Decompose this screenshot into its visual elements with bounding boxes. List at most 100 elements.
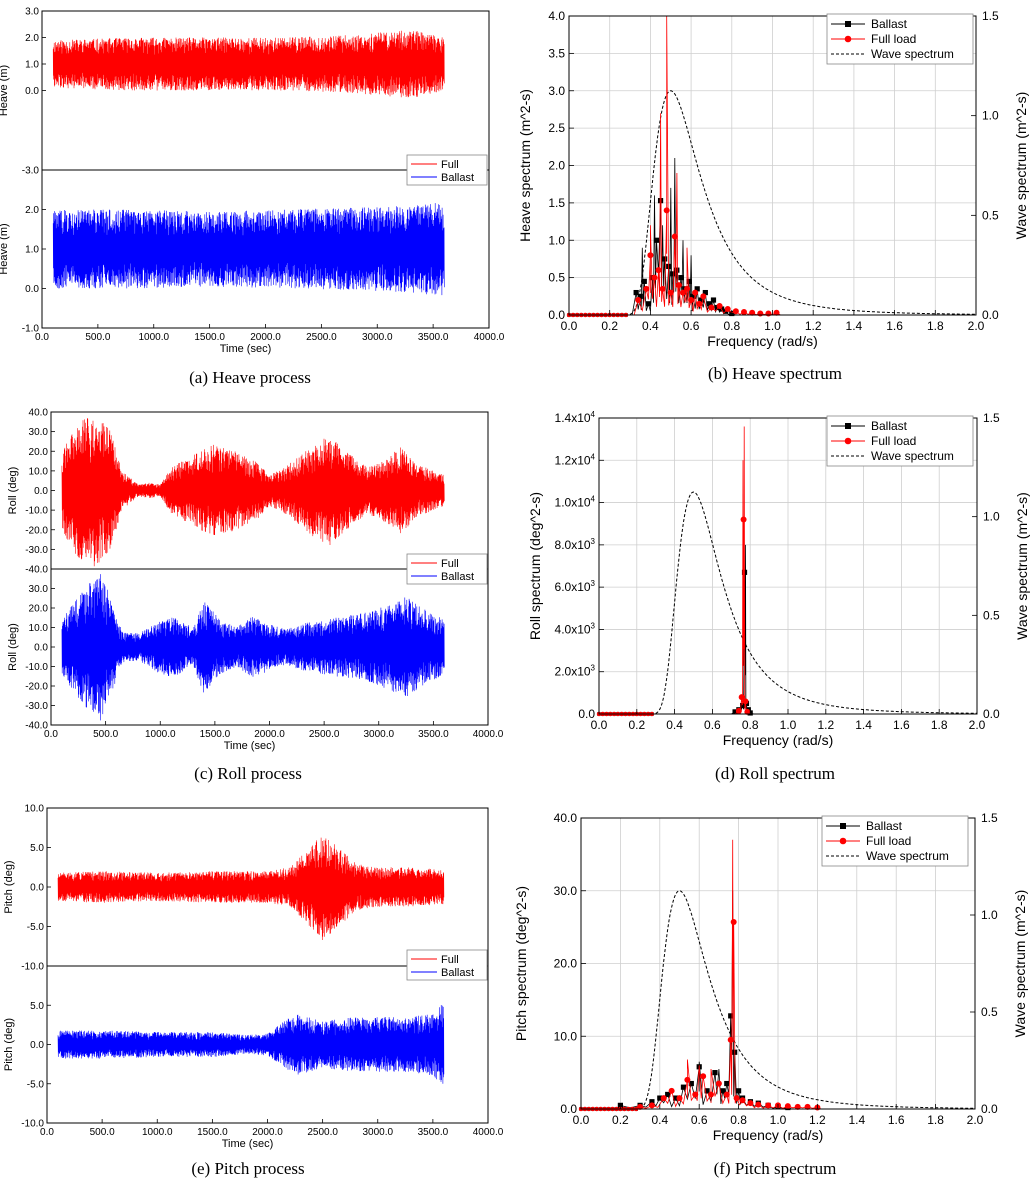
y-tick-label: 0.0 — [560, 1102, 577, 1116]
x-tick-label: 1000.0 — [145, 729, 176, 740]
y-tick-label: 1.4x104 — [555, 410, 596, 425]
x-tick-label: 0.6 — [704, 718, 721, 732]
x-tick-label: 1.2 — [805, 319, 822, 333]
legend-label-full: Full — [441, 558, 459, 570]
x-tick-label: 2500.0 — [309, 729, 340, 740]
y-tick-label: -20.0 — [25, 525, 48, 536]
marker-full-load — [684, 1076, 691, 1083]
y2-tick-label: 1.0 — [982, 109, 999, 123]
x-tick-label: 3000.0 — [362, 1127, 393, 1138]
marker-full-load — [794, 1103, 801, 1110]
series-wave-spectrum — [629, 90, 976, 315]
y-tick-label-base: 1.0x10 — [555, 496, 591, 510]
x-axis-label: Frequency (rad/s) — [713, 1127, 823, 1143]
y-tick-label: 2.5 — [548, 121, 565, 135]
x-tick-label: 0.8 — [723, 319, 740, 333]
marker-full-load — [696, 300, 703, 307]
legend-box — [406, 553, 488, 585]
x-tick-label: 0.0 — [40, 1127, 54, 1138]
y-tick-label-exp: 3 — [591, 621, 596, 630]
marker-ballast — [653, 237, 660, 243]
x-axis-label: Time (sec) — [222, 1138, 274, 1150]
marker-full-load — [723, 1091, 730, 1098]
marker-ballast — [641, 278, 647, 284]
marker-full-load — [804, 1103, 811, 1110]
y-tick-label: 1.5 — [548, 196, 565, 210]
y2-tick-label: 1.5 — [983, 411, 1000, 425]
y-tick-label: -10.0 — [21, 962, 44, 973]
y-tick-label: 20.0 — [29, 604, 49, 615]
x-tick-label: 1.2 — [809, 1113, 826, 1127]
legend-label-ballast: Ballast — [866, 819, 903, 833]
caption-b: (b) Heave spectrum — [708, 364, 842, 383]
marker-full-load — [730, 919, 737, 926]
x-tick-label: 500.0 — [93, 729, 118, 740]
y-tick-label: -10.0 — [21, 1119, 44, 1130]
y-tick-label: -10.0 — [25, 662, 48, 673]
y2-tick-label: 0.5 — [982, 208, 999, 222]
y-tick-label: 0.0 — [34, 486, 48, 497]
marker-ballast — [720, 1088, 726, 1094]
legend-label-ballast: Ballast — [441, 967, 474, 979]
marker-full-load — [708, 304, 715, 311]
x-tick-label: 0.0 — [561, 319, 578, 333]
y-tick-label: 4.0 — [548, 9, 565, 23]
y-tick-label: 30.0 — [29, 427, 49, 438]
legend-label-wave-spectrum: Wave spectrum — [871, 449, 954, 463]
legend-box — [406, 949, 488, 981]
x-tick-label: 1.0 — [764, 319, 781, 333]
legend-label-full-load: Full load — [871, 434, 916, 448]
y-tick-label: 6.0x103 — [555, 579, 596, 594]
marker-full-load — [755, 1101, 762, 1108]
legend-label-wave-spectrum: Wave spectrum — [871, 47, 954, 61]
marker-ballast — [704, 1088, 710, 1094]
marker-ballast — [649, 1099, 655, 1105]
y2-tick-label: 0.5 — [983, 608, 1000, 622]
caption-d: (d) Roll spectrum — [715, 764, 835, 783]
y-tick-label: -40.0 — [25, 721, 48, 732]
x-tick-label: 0.2 — [612, 1113, 629, 1127]
y-axis-label: Heave (m) — [0, 223, 10, 274]
marker-ballast — [665, 1091, 671, 1098]
y-tick-label: -3.0 — [22, 166, 40, 177]
marker-full-load — [700, 1073, 707, 1080]
y-tick-label-base: 1.4x10 — [555, 411, 591, 425]
y2-tick-label: 0.0 — [981, 1102, 998, 1116]
marker-ballast — [702, 289, 708, 296]
marker-full-load — [765, 310, 772, 317]
y-axis-label: Pitch (deg) — [3, 1018, 15, 1071]
legend-label-ballast: Ballast — [871, 17, 908, 31]
marker-ballast — [680, 1084, 687, 1090]
marker-full-load — [749, 309, 756, 316]
marker-full-load — [648, 1102, 655, 1109]
marker-ballast — [728, 1013, 734, 1019]
x-tick-label: 2.0 — [967, 1113, 984, 1127]
y-tick-label: 0.0 — [25, 86, 39, 97]
marker-full-load — [679, 289, 686, 296]
marker-full-load — [635, 297, 642, 304]
x-tick-label: 0.4 — [651, 1113, 668, 1127]
heave-spectrum-chart: 0.0 0.2 0.4 0.6 0.8 1.0 1.2 1.4 1.6 1.8 2.0 Frequen… — [517, 9, 1029, 349]
marker-full-load — [773, 309, 780, 316]
x-tick-label: 1500.0 — [194, 332, 225, 343]
marker-full-load — [692, 289, 699, 296]
marker-ballast — [688, 1080, 694, 1087]
y-tick-label: 10.0 — [25, 804, 45, 815]
x-tick-label: 1.6 — [888, 1113, 905, 1127]
y-tick-label: 10.0 — [29, 466, 49, 477]
y-tick-label: 10.0 — [29, 623, 49, 634]
y-tick-label: 2.0x103 — [555, 664, 596, 679]
marker-full-load — [732, 308, 739, 315]
x-tick-label: 500.0 — [90, 1127, 115, 1138]
x-tick-label: 1.4 — [848, 1113, 865, 1127]
y-axis-label: Pitch spectrum (deg^2-s) — [513, 886, 529, 1041]
y-tick-label-base: 4.0x10 — [555, 622, 591, 636]
x-tick-label: 3500.0 — [418, 1127, 449, 1138]
y-tick-label-exp: 3 — [591, 537, 596, 546]
x-axis-label: Time (sec) — [220, 343, 272, 355]
